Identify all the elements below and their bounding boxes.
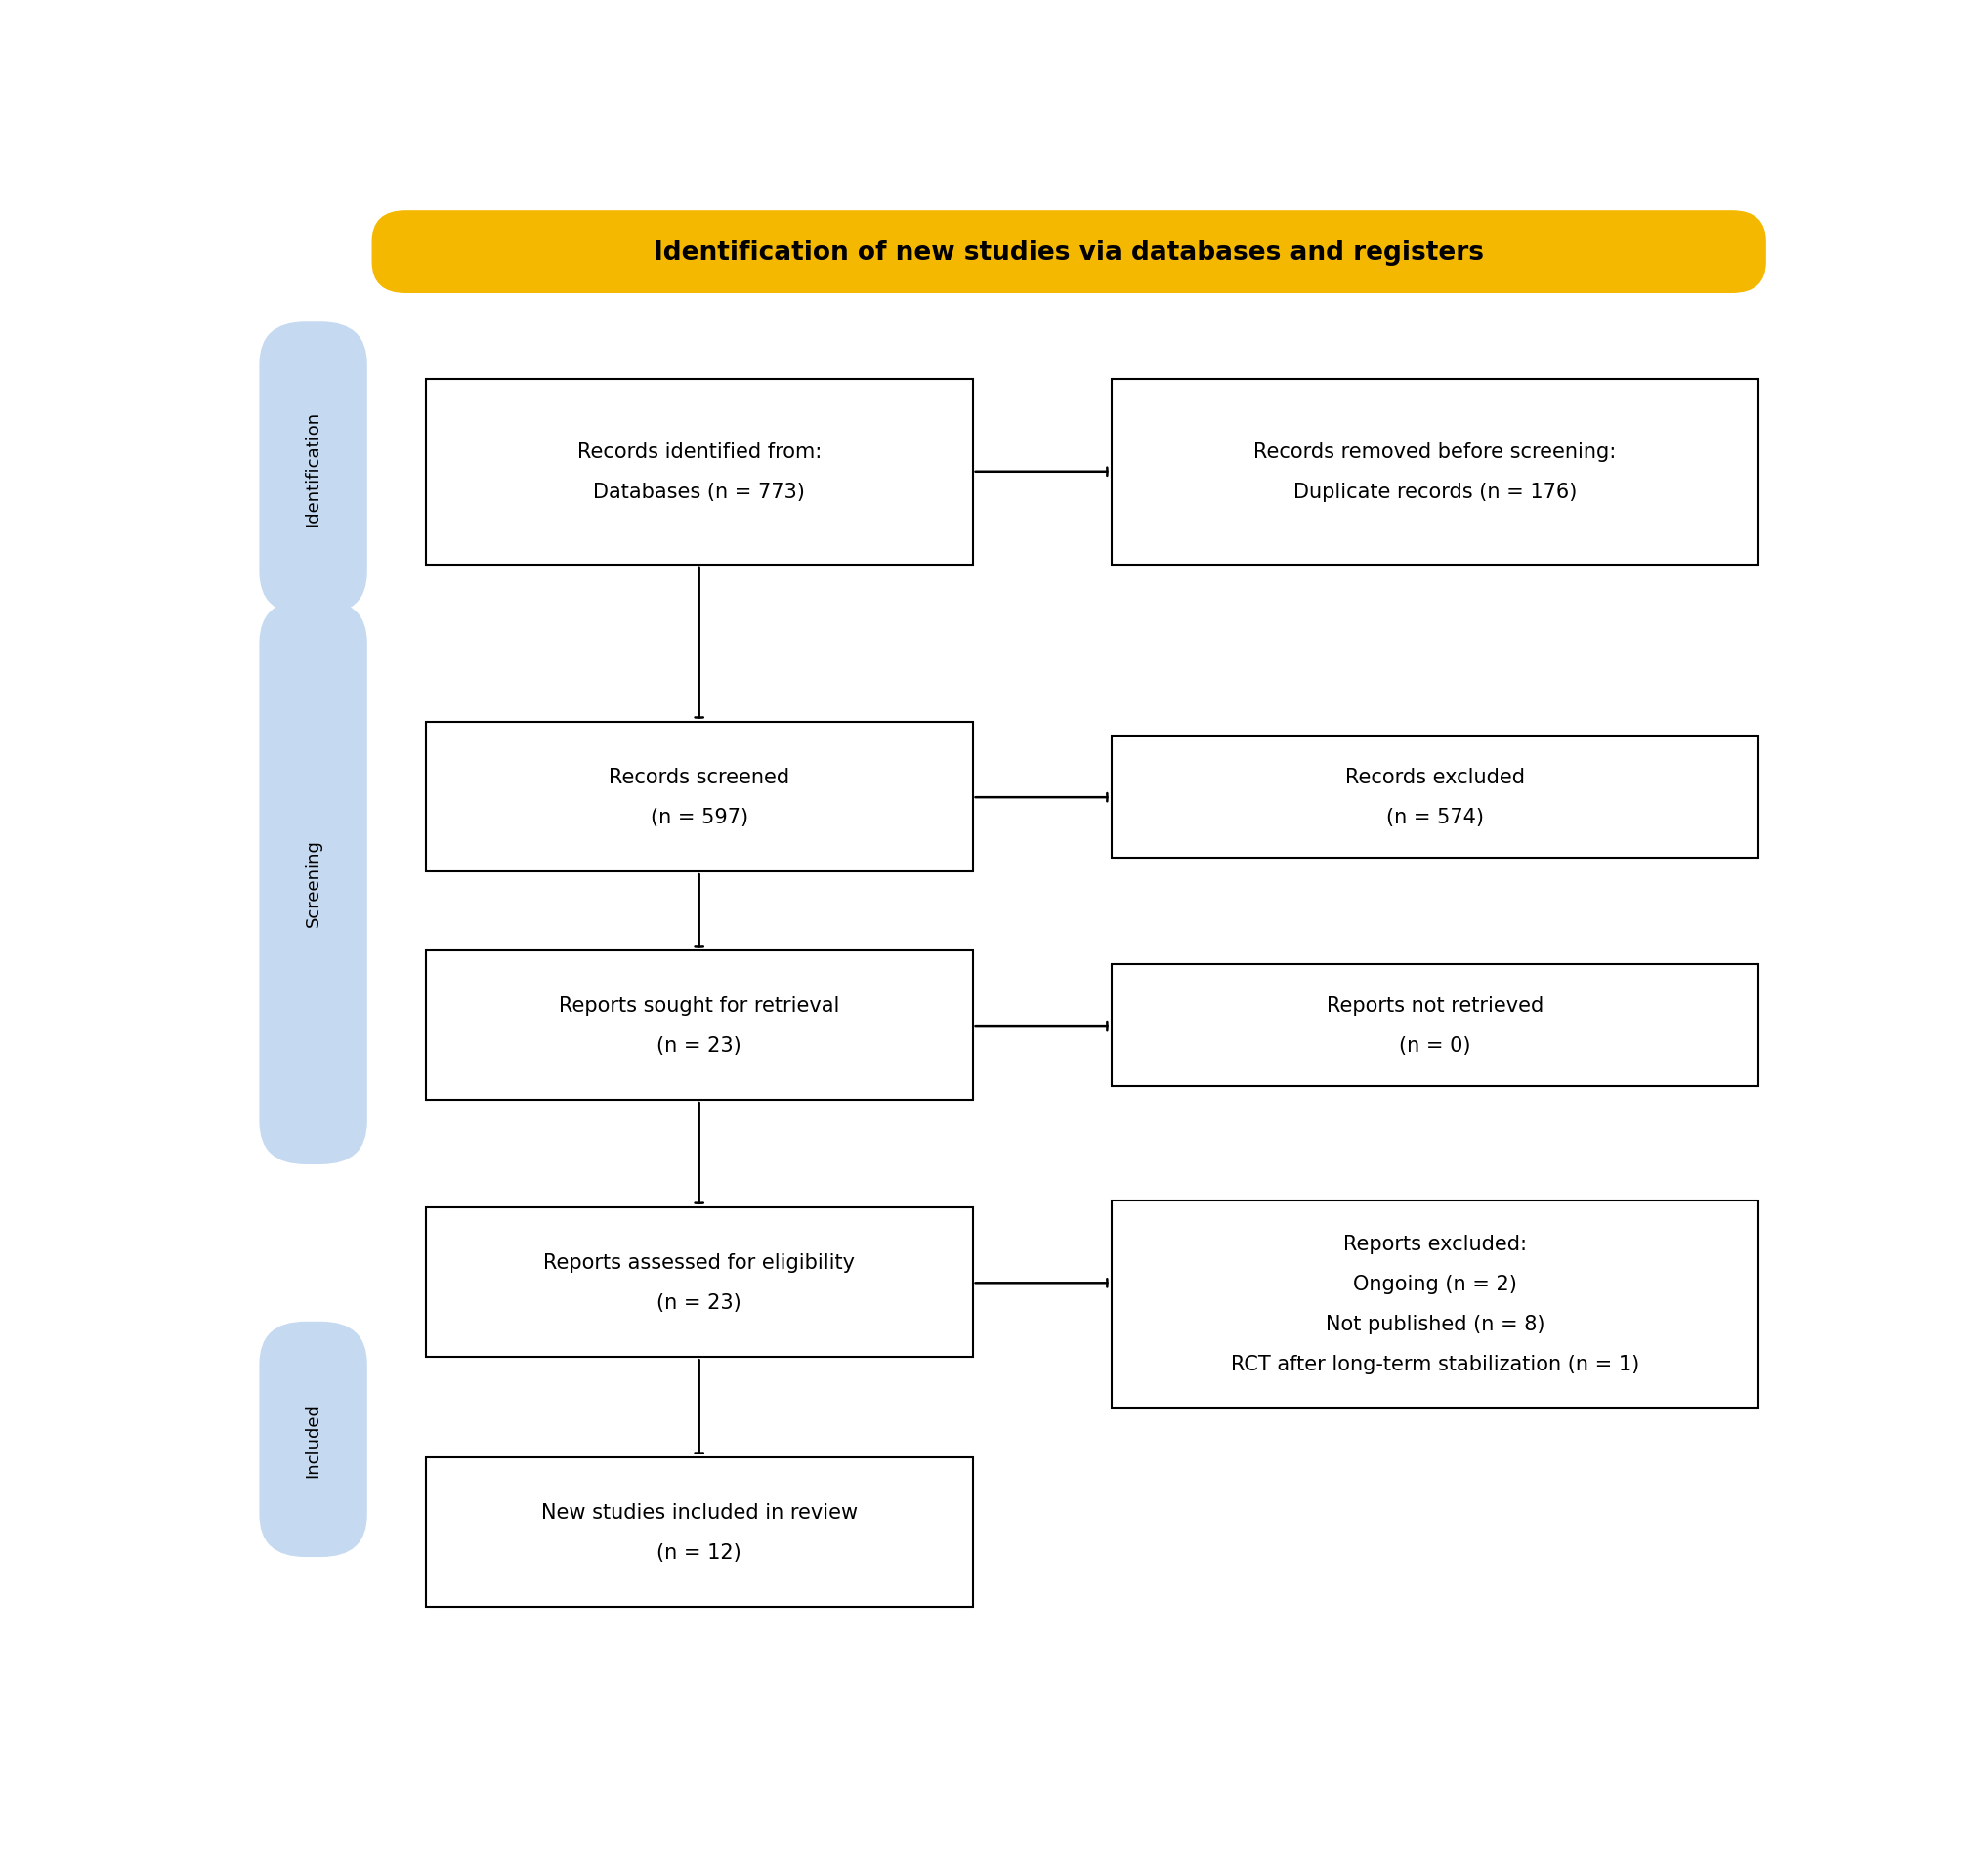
Text: Reports sought for retrieval: Reports sought for retrieval <box>559 996 839 1016</box>
Text: Reports assessed for eligibility: Reports assessed for eligibility <box>543 1253 855 1272</box>
Text: Records screened: Records screened <box>608 768 789 786</box>
FancyBboxPatch shape <box>1111 964 1759 1086</box>
Text: (n = 23): (n = 23) <box>656 1036 742 1055</box>
Text: (n = 12): (n = 12) <box>656 1543 742 1563</box>
FancyBboxPatch shape <box>425 380 972 565</box>
Text: New studies included in review: New studies included in review <box>541 1502 857 1522</box>
Text: (n = 574): (n = 574) <box>1386 806 1483 827</box>
FancyBboxPatch shape <box>258 323 368 616</box>
Text: Records excluded: Records excluded <box>1346 768 1525 786</box>
FancyBboxPatch shape <box>1111 380 1759 565</box>
Text: Records identified from:: Records identified from: <box>577 443 821 462</box>
Text: RCT after long-term stabilization (n = 1): RCT after long-term stabilization (n = 1… <box>1231 1353 1640 1374</box>
Text: (n = 0): (n = 0) <box>1400 1036 1471 1055</box>
FancyBboxPatch shape <box>1111 1200 1759 1407</box>
FancyBboxPatch shape <box>425 951 972 1101</box>
FancyBboxPatch shape <box>425 1207 972 1357</box>
Text: Not published (n = 8): Not published (n = 8) <box>1326 1314 1545 1333</box>
Text: Identification of new studies via databases and registers: Identification of new studies via databa… <box>654 239 1485 265</box>
Text: Included: Included <box>304 1402 322 1478</box>
Text: Identification: Identification <box>304 412 322 527</box>
FancyBboxPatch shape <box>258 601 368 1164</box>
FancyBboxPatch shape <box>1111 736 1759 858</box>
FancyBboxPatch shape <box>425 1457 972 1607</box>
Text: Databases (n = 773): Databases (n = 773) <box>592 482 805 502</box>
FancyBboxPatch shape <box>258 1322 368 1557</box>
FancyBboxPatch shape <box>372 211 1765 293</box>
Text: Screening: Screening <box>304 838 322 927</box>
Text: Duplicate records (n = 176): Duplicate records (n = 176) <box>1292 482 1576 502</box>
FancyBboxPatch shape <box>425 721 972 871</box>
Text: Records removed before screening:: Records removed before screening: <box>1254 443 1616 462</box>
Text: (n = 597): (n = 597) <box>650 806 747 827</box>
Text: Reports excluded:: Reports excluded: <box>1344 1235 1527 1253</box>
Text: Ongoing (n = 2): Ongoing (n = 2) <box>1354 1274 1517 1294</box>
Text: Reports not retrieved: Reports not retrieved <box>1326 996 1543 1016</box>
Text: (n = 23): (n = 23) <box>656 1292 742 1313</box>
